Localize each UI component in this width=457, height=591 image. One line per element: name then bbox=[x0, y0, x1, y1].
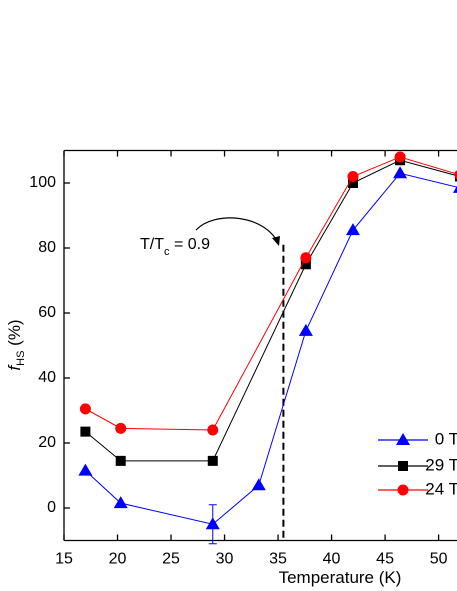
annotation-sub: c bbox=[164, 246, 170, 258]
x-tick-label: 45 bbox=[376, 551, 394, 568]
x-tick-label: 20 bbox=[109, 551, 127, 568]
square-marker bbox=[300, 259, 311, 270]
x-tick-label: 15 bbox=[55, 551, 73, 568]
square-marker bbox=[347, 178, 358, 188]
legend-marker bbox=[397, 484, 409, 496]
triangle-marker bbox=[298, 323, 313, 336]
circle-marker bbox=[347, 171, 359, 182]
annotation-main: T/T bbox=[140, 236, 164, 253]
y-tick-label: 100 bbox=[29, 174, 56, 191]
triangle-marker bbox=[113, 496, 128, 509]
annotation-arrow bbox=[195, 217, 279, 244]
y-tick-label: 0 bbox=[47, 499, 56, 516]
y-label-main: f bbox=[5, 364, 24, 371]
annotation: T/Tc = 0.9 bbox=[140, 236, 210, 258]
triangle-marker bbox=[251, 478, 266, 491]
x-tick-label: 40 bbox=[323, 551, 341, 568]
y-tick-label: 20 bbox=[38, 434, 56, 451]
legend-marker bbox=[396, 433, 410, 445]
circle-marker bbox=[79, 403, 91, 415]
x-tick-label: 35 bbox=[269, 551, 287, 568]
legend-marker bbox=[398, 461, 408, 471]
legend-label: 0 T bbox=[435, 429, 457, 448]
series-line bbox=[85, 156, 457, 431]
legend-label: 29 T bbox=[425, 455, 457, 474]
x-tick-label: 25 bbox=[162, 551, 180, 568]
triangle-marker bbox=[345, 223, 360, 236]
circle-marker bbox=[394, 151, 406, 163]
square-marker bbox=[207, 455, 218, 466]
triangle-marker bbox=[393, 166, 408, 179]
circle-marker bbox=[115, 422, 127, 434]
triangle-marker bbox=[453, 186, 457, 193]
square-marker bbox=[80, 426, 91, 437]
legend-label: 24 T bbox=[425, 479, 457, 498]
y-tick-label: 80 bbox=[38, 239, 56, 256]
series-line bbox=[85, 172, 457, 525]
annotation-rest: = 0.9 bbox=[174, 236, 210, 253]
x-axis-label: Temperature (K) bbox=[279, 568, 402, 587]
x-tick-label: 50 bbox=[430, 551, 448, 568]
triangle-marker bbox=[78, 463, 93, 476]
y-axis-label: fHS (%) bbox=[5, 319, 27, 370]
triangle-marker bbox=[205, 517, 220, 530]
circle-marker bbox=[300, 252, 312, 264]
x-tick-label: 30 bbox=[216, 551, 234, 568]
y-label-unit: (%) bbox=[5, 319, 24, 345]
circle-marker bbox=[207, 424, 219, 436]
y-label-sub: HS bbox=[15, 351, 27, 366]
square-marker bbox=[115, 455, 126, 466]
y-tick-label: 40 bbox=[38, 369, 56, 386]
circle-marker bbox=[454, 170, 457, 180]
arrow-head bbox=[272, 236, 280, 246]
series-line bbox=[85, 159, 457, 462]
y-tick-label: 60 bbox=[38, 304, 56, 321]
